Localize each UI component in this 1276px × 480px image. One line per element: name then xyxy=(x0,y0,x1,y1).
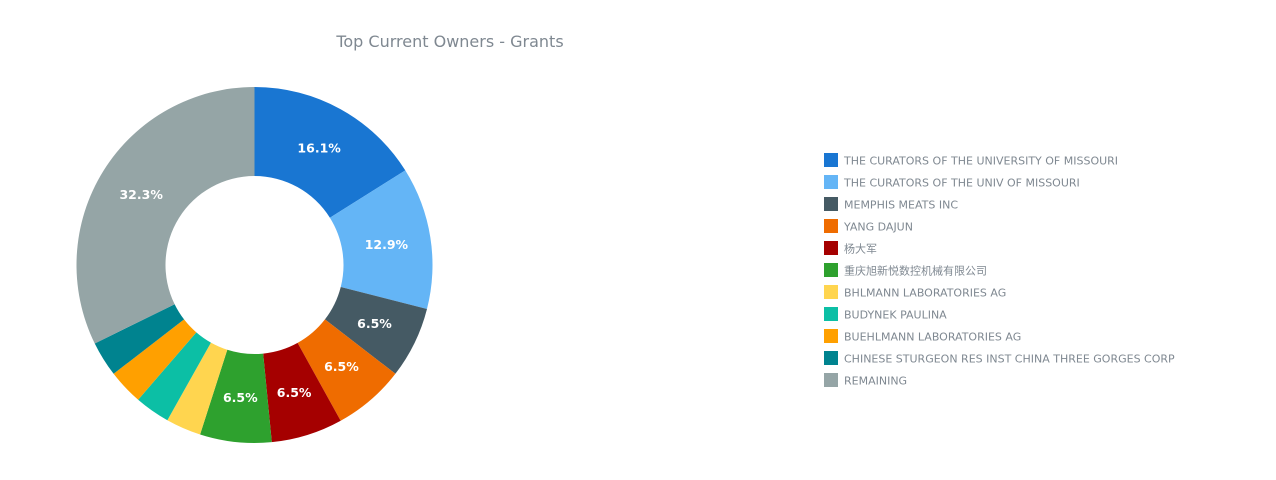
slice-label-0: 16.1% xyxy=(297,141,341,156)
donut-slice-0[interactable] xyxy=(254,87,406,218)
donut-slice-4[interactable] xyxy=(263,342,341,443)
donut-slice-2[interactable] xyxy=(324,286,427,374)
legend-item-4[interactable]: 杨大军 xyxy=(824,241,877,256)
legend-swatch-2 xyxy=(824,197,838,211)
legend-swatch-10 xyxy=(824,373,838,387)
slice-label-10: 32.3% xyxy=(119,187,163,202)
legend-label-3: YANG DAJUN xyxy=(843,221,913,234)
slice-label-1: 12.9% xyxy=(365,237,409,252)
legend-swatch-5 xyxy=(824,263,838,277)
slice-label-3: 6.5% xyxy=(324,359,359,374)
donut-slice-1[interactable] xyxy=(329,170,433,309)
legend-label-10: REMAINING xyxy=(844,375,907,388)
legend-item-9[interactable]: CHINESE STURGEON RES INST CHINA THREE GO… xyxy=(824,351,1175,366)
slice-label-5: 6.5% xyxy=(223,390,258,405)
legend-item-3[interactable]: YANG DAJUN xyxy=(824,219,913,234)
legend-item-7[interactable]: BUDYNEK PAULINA xyxy=(824,307,947,322)
legend-label-9: CHINESE STURGEON RES INST CHINA THREE GO… xyxy=(844,353,1175,366)
donut-slice-7[interactable] xyxy=(138,332,211,421)
legend-label-1: THE CURATORS OF THE UNIV OF MISSOURI xyxy=(843,177,1080,190)
legend-label-0: THE CURATORS OF THE UNIVERSITY OF MISSOU… xyxy=(843,155,1118,168)
donut-slice-3[interactable] xyxy=(297,319,396,421)
legend-swatch-9 xyxy=(824,351,838,365)
donut-slice-5[interactable] xyxy=(200,349,272,443)
legend-swatch-1 xyxy=(824,175,838,189)
legend-item-1[interactable]: THE CURATORS OF THE UNIV OF MISSOURI xyxy=(824,175,1080,190)
legend-item-8[interactable]: BUEHLMANN LABORATORIES AG xyxy=(824,329,1021,344)
legend-item-2[interactable]: MEMPHIS MEATS INC xyxy=(824,197,958,212)
legend-label-6: BHLMANN LABORATORIES AG xyxy=(844,287,1006,300)
legend-label-7: BUDYNEK PAULINA xyxy=(844,309,947,322)
legend-swatch-4 xyxy=(824,241,838,255)
legend-label-2: MEMPHIS MEATS INC xyxy=(844,199,958,212)
donut-slices xyxy=(76,87,433,443)
legend-item-10[interactable]: REMAINING xyxy=(824,373,907,388)
legend[interactable]: THE CURATORS OF THE UNIVERSITY OF MISSOU… xyxy=(824,153,1175,388)
slice-label-4: 6.5% xyxy=(277,385,312,400)
chart-title: Top Current Owners - Grants xyxy=(335,32,563,51)
slice-label-2: 6.5% xyxy=(357,316,392,331)
legend-swatch-7 xyxy=(824,307,838,321)
legend-item-0[interactable]: THE CURATORS OF THE UNIVERSITY OF MISSOU… xyxy=(824,153,1118,168)
legend-swatch-3 xyxy=(824,219,838,233)
legend-item-6[interactable]: BHLMANN LABORATORIES AG xyxy=(824,285,1006,300)
slice-labels: 16.1% 12.9% 6.5% 6.5% 6.5% 6.5% 32.3% xyxy=(119,141,408,406)
donut-slice-8[interactable] xyxy=(113,319,197,400)
legend-swatch-8 xyxy=(824,329,838,343)
legend-label-5: 重庆旭新悦数控机械有限公司 xyxy=(844,264,987,278)
legend-label-4: 杨大军 xyxy=(844,242,877,256)
legend-swatch-0 xyxy=(824,153,838,167)
legend-item-5[interactable]: 重庆旭新悦数控机械有限公司 xyxy=(824,263,987,278)
donut-slice-9[interactable] xyxy=(94,304,185,374)
legend-swatch-6 xyxy=(824,285,838,299)
legend-label-8: BUEHLMANN LABORATORIES AG xyxy=(844,331,1021,344)
donut-slice-10[interactable] xyxy=(76,87,255,344)
donut-slice-6[interactable] xyxy=(167,342,228,435)
